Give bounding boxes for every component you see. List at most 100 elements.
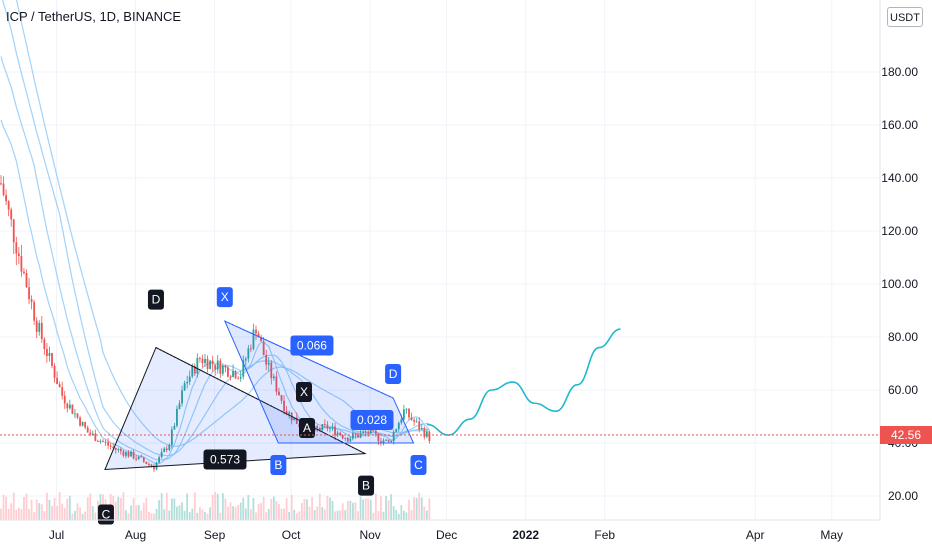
pattern-label-x2: X [300,385,308,399]
volume-bar [15,509,18,520]
candle-body [125,452,127,456]
candle-body [168,444,171,450]
x-tick-label: Sep [204,528,226,542]
candle-body [234,371,237,379]
volume-bar [46,492,48,520]
volume-bar [199,507,201,520]
volume-bar [303,498,306,520]
candle-body [255,329,257,334]
pattern-label-x2-bg [296,382,312,402]
volume-bar [214,492,217,520]
candle-body [186,381,189,384]
volume-bar [56,506,58,520]
volume-bar [232,506,234,520]
candle-body [214,364,217,370]
candle-body [183,383,186,391]
candle-body [148,464,150,466]
candle-body [318,428,321,431]
candle-body [71,404,74,414]
volume-bar [283,508,285,520]
volume-bar [127,513,130,520]
candle-body [114,447,117,450]
candle-body [94,433,97,441]
candle-body [392,431,395,442]
candle-body [178,403,181,409]
volume-bar [186,493,189,520]
volume-bar [318,493,321,520]
candle-body [204,359,206,364]
candle-body [206,359,209,369]
volume-bar [382,511,385,520]
volume-bar [272,496,275,520]
candle-body [188,376,191,382]
pattern-label-c2: C [414,458,423,472]
volume-bar [270,498,273,520]
volume-bar [0,508,2,520]
candle-body [107,442,109,446]
volume-bar [387,500,390,520]
volume-bar [275,501,278,520]
volume-bar [84,511,87,520]
volume-bar [357,511,359,520]
volume-bar [97,500,99,520]
volume-bar [68,495,71,520]
ma-line [2,0,430,457]
candle-body [25,273,28,288]
volume-bar [204,511,206,520]
y-tick-label: 80.00 [888,330,918,344]
candle-body [30,299,33,302]
volume-bar [316,506,319,520]
candle-body [385,439,387,441]
candle-body [237,378,240,380]
volume-bar [227,506,229,520]
y-tick-label: 160.00 [881,118,918,132]
volume-bar [280,508,283,520]
volume-bar [5,496,7,520]
volume-bar [25,493,28,520]
candle-body [63,395,66,404]
volume-bar [91,506,94,520]
volume-bar [247,494,250,520]
volume-bar [142,502,145,520]
pattern-ratio-dark: 0.573 [210,453,240,467]
candle-body [135,458,138,460]
currency-unit-button[interactable]: USDT [887,7,923,27]
volume-bar [163,509,166,520]
candle-body [122,451,125,456]
candle-body [295,417,298,424]
volume-bar [260,503,262,520]
candle-body [20,256,23,272]
candle-body [288,412,291,415]
candle-body [196,357,199,374]
candle-body [40,322,43,340]
candle-body [79,417,81,426]
candle-body [153,466,155,470]
volume-bar [135,505,138,520]
candle-body [334,426,336,436]
candle-body [176,408,178,426]
candle-body [336,432,339,436]
candle-body [227,367,229,377]
candle-body [145,461,148,465]
candle-body [382,440,385,443]
pattern-label-x-bg [216,287,233,308]
volume-bar [86,497,89,520]
last-price-badge: 42.56 [880,426,932,444]
candle-body [199,357,201,359]
candle-body [321,424,324,431]
candle-body [56,377,58,385]
volume-bar [12,492,15,520]
volume-bar [125,510,127,520]
candle-body [89,432,92,435]
x-tick-label: Aug [125,528,146,542]
volume-bar [308,506,311,520]
symbol-title: ICP / TetherUS, 1D, BINANCE [6,9,182,24]
pattern-ratio-blue: 0.066 [297,339,327,353]
volume-bar [290,494,293,520]
volume-bar [392,506,395,520]
volume-bar [196,512,199,520]
candle-body [33,301,36,321]
candle-body [43,339,46,350]
x-tick-label: 2022 [512,528,539,542]
